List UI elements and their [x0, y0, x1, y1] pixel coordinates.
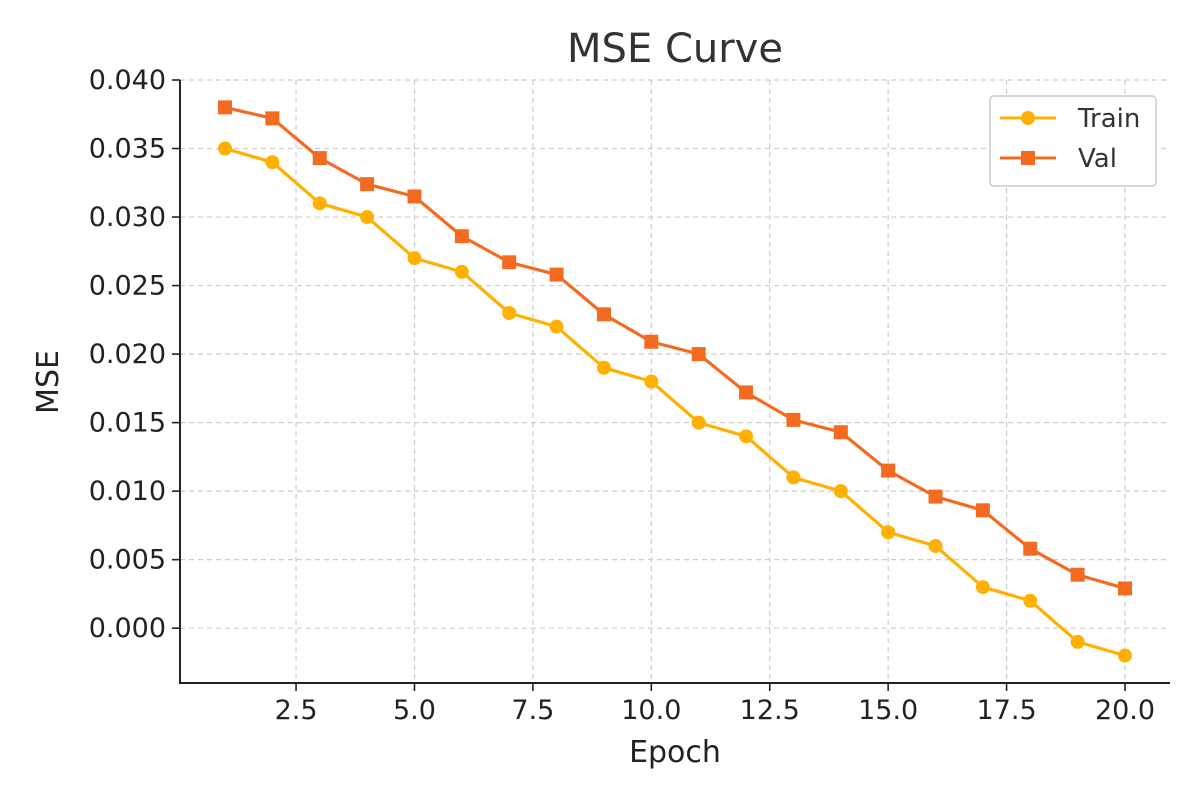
data-point-val: [265, 111, 280, 126]
y-tick-label: 0.000: [89, 613, 166, 644]
x-tick-label: 5.0: [393, 695, 436, 726]
data-point-val: [644, 334, 659, 349]
data-point-train: [975, 580, 990, 595]
x-tick-label: 12.5: [740, 695, 800, 726]
y-tick-label: 0.025: [89, 271, 166, 302]
data-point-train: [1023, 593, 1038, 608]
y-axis-ticks: 0.000 0.005 0.010 0.015 0.020 0.025 0.030 0.035…: [89, 65, 180, 644]
data-point-train: [549, 319, 564, 334]
data-point-val: [881, 463, 896, 478]
series-line-val: [224, 105, 1126, 590]
legend-marker-train: [1021, 111, 1035, 125]
y-tick-label: 0.035: [89, 134, 166, 165]
data-point-train: [1118, 648, 1132, 663]
x-tick-label: 15.0: [858, 695, 918, 726]
y-tick-label: 0.015: [89, 408, 166, 439]
data-point-train: [786, 470, 801, 485]
legend-label-train: Train: [1077, 104, 1140, 134]
data-point-val: [1023, 541, 1038, 556]
data-point-val: [596, 307, 611, 322]
data-point-train: [691, 415, 706, 430]
x-tick-label: 17.5: [977, 695, 1037, 726]
data-point-val: [928, 489, 943, 504]
data-point-val: [502, 255, 517, 270]
data-point-train: [312, 196, 327, 211]
y-tick-label: 0.030: [89, 202, 166, 233]
x-tick-label: 7.5: [511, 695, 554, 726]
x-tick-label: 20.0: [1095, 695, 1155, 726]
data-point-train: [218, 141, 232, 156]
series-line-train: [224, 146, 1126, 658]
data-point-train: [739, 429, 754, 444]
data-point-train: [833, 484, 848, 499]
data-point-val: [218, 100, 232, 115]
y-tick-label: 0.010: [89, 476, 166, 507]
data-point-val: [1118, 581, 1132, 596]
legend: Train Val: [989, 95, 1157, 187]
data-point-val: [1070, 567, 1085, 582]
series-train: [218, 141, 1132, 663]
data-point-train: [596, 360, 611, 375]
x-tick-label: 2.5: [275, 695, 318, 726]
chart-title: MSE Curve: [567, 26, 783, 72]
data-point-val: [360, 177, 375, 192]
y-tick-label: 0.005: [89, 545, 166, 576]
data-point-val: [407, 189, 422, 204]
data-point-val: [786, 412, 801, 427]
data-point-train: [928, 538, 943, 553]
data-point-val: [549, 267, 564, 282]
y-axis-label: MSE: [31, 350, 66, 414]
data-point-val: [454, 229, 469, 244]
data-point-val: [691, 347, 706, 362]
y-tick-label: 0.040: [89, 65, 166, 96]
data-point-train: [1070, 634, 1085, 649]
data-point-val: [312, 151, 327, 166]
data-point-val: [975, 503, 990, 518]
data-point-train: [265, 155, 280, 170]
x-axis-label: Epoch: [629, 735, 721, 770]
series-val: [218, 100, 1132, 596]
data-point-val: [833, 425, 848, 440]
data-point-train: [360, 210, 375, 225]
data-point-train: [502, 305, 517, 320]
y-tick-label: 0.020: [89, 339, 166, 370]
series-layer: [218, 100, 1132, 663]
legend-marker-val: [1021, 151, 1035, 165]
x-axis-ticks: 2.5 5.0 7.5 10.0 12.5 15.0 17.5 20.0: [275, 683, 1155, 726]
data-point-train: [407, 251, 422, 266]
data-point-train: [454, 264, 469, 279]
x-tick-label: 10.0: [621, 695, 681, 726]
legend-label-val: Val: [1078, 144, 1117, 174]
data-point-val: [739, 385, 754, 400]
data-point-train: [644, 374, 659, 389]
data-point-train: [881, 525, 896, 540]
